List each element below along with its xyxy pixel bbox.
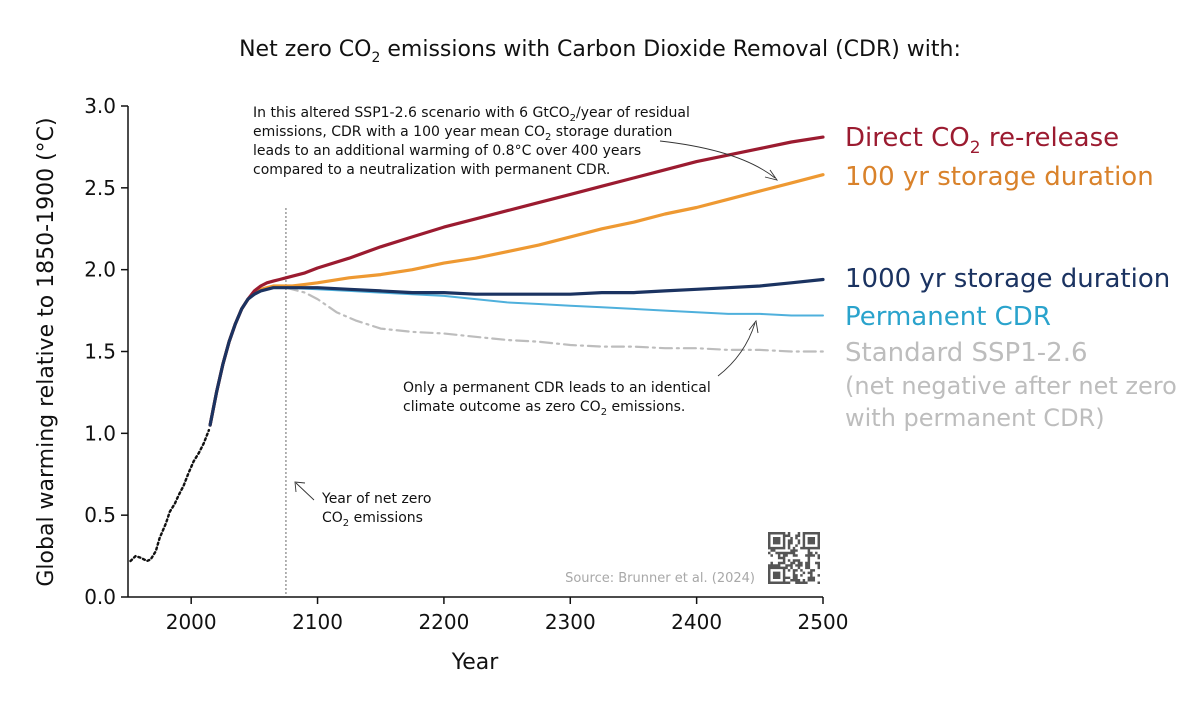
series-layer (129, 135, 825, 563)
top-annotation-line-2: emissions, CDR with a 100 year mean CO2 … (253, 124, 672, 143)
legend: Direct CO2 re-release 100 yr storage dur… (845, 123, 1177, 432)
x-tick-label: 2500 (798, 610, 849, 634)
top-annotation-arrowhead (764, 169, 779, 181)
x-tick-label: 2300 (545, 610, 596, 634)
top-annotation-line-1: In this altered SSP1-2.6 scenario with 6… (253, 105, 690, 124)
x-tick-label: 2100 (292, 610, 343, 634)
middle-annotation-line-1: Only a permanent CDR leads to an identic… (403, 380, 711, 396)
legend-100yr-storage: 100 yr storage duration (845, 162, 1154, 192)
y-tick-label: 0.0 (84, 585, 116, 609)
top-annotation-arrow (659, 140, 776, 179)
chart-title: Net zero CO2 emissions with Carbon Dioxi… (239, 37, 961, 66)
qr-code-modules (768, 532, 820, 584)
x-tick-label: 2200 (418, 610, 469, 634)
y-tick-label: 2.5 (84, 176, 116, 200)
source-label: Source: Brunner et al. (2024) (565, 571, 755, 586)
legend-standard-ssp: Standard SSP1-2.6 (845, 338, 1088, 368)
series-historical (129, 428, 211, 563)
legend-standard-ssp-note-1: (net negative after net zero (845, 372, 1177, 400)
legend-permanent-cdr: Permanent CDR (845, 302, 1051, 332)
x-tick-label: 2400 (671, 610, 722, 634)
axes (127, 106, 823, 598)
y-tick-label: 1.5 (84, 340, 116, 364)
legend-1000yr-storage: 1000 yr storage duration (845, 264, 1170, 294)
net-zero-arrowhead (294, 481, 306, 493)
net-zero-annotation: Year of net zero CO2 emissions (294, 481, 431, 529)
x-ticks: 2000 2100 2200 2300 2400 2500 (166, 597, 849, 634)
x-tick-label: 2000 (166, 610, 217, 634)
y-tick-label: 1.0 (84, 421, 116, 445)
legend-direct-re-release: Direct CO2 re-release (845, 123, 1119, 158)
y-tick-label: 0.5 (84, 503, 116, 527)
middle-annotation-arrowhead (748, 319, 759, 334)
series-1000-yr-storage-duration (208, 277, 825, 427)
middle-annotation: Only a permanent CDR leads to an identic… (403, 319, 759, 418)
top-annotation: In this altered SSP1-2.6 scenario with 6… (253, 105, 779, 181)
y-tick-label: 3.0 (84, 94, 116, 118)
net-zero-label-line-2: CO2 emissions (322, 510, 423, 529)
top-annotation-line-3: leads to an additional warming of 0.8°C … (253, 143, 641, 159)
series-standard-ssp1-2-6 (284, 286, 825, 353)
legend-standard-ssp-note-2: with permanent CDR) (845, 404, 1105, 432)
middle-annotation-line-2: climate outcome as zero CO2 emissions. (403, 399, 685, 418)
top-annotation-line-4: compared to a neutralization with perman… (253, 162, 610, 178)
net-zero-label-line-1: Year of net zero (321, 491, 431, 507)
middle-annotation-arrow (717, 322, 756, 377)
y-tick-label: 2.0 (84, 258, 116, 282)
y-axis-label: Global warming relative to 1850-1900 (°C… (34, 117, 59, 586)
x-axis-label: Year (451, 650, 500, 675)
y-ticks: 0.0 0.5 1.0 1.5 2.0 2.5 3.0 (84, 94, 128, 609)
series-permanent-cdr (285, 286, 824, 317)
qr-code-icon (768, 532, 820, 584)
net-zero-arrow (295, 482, 315, 501)
